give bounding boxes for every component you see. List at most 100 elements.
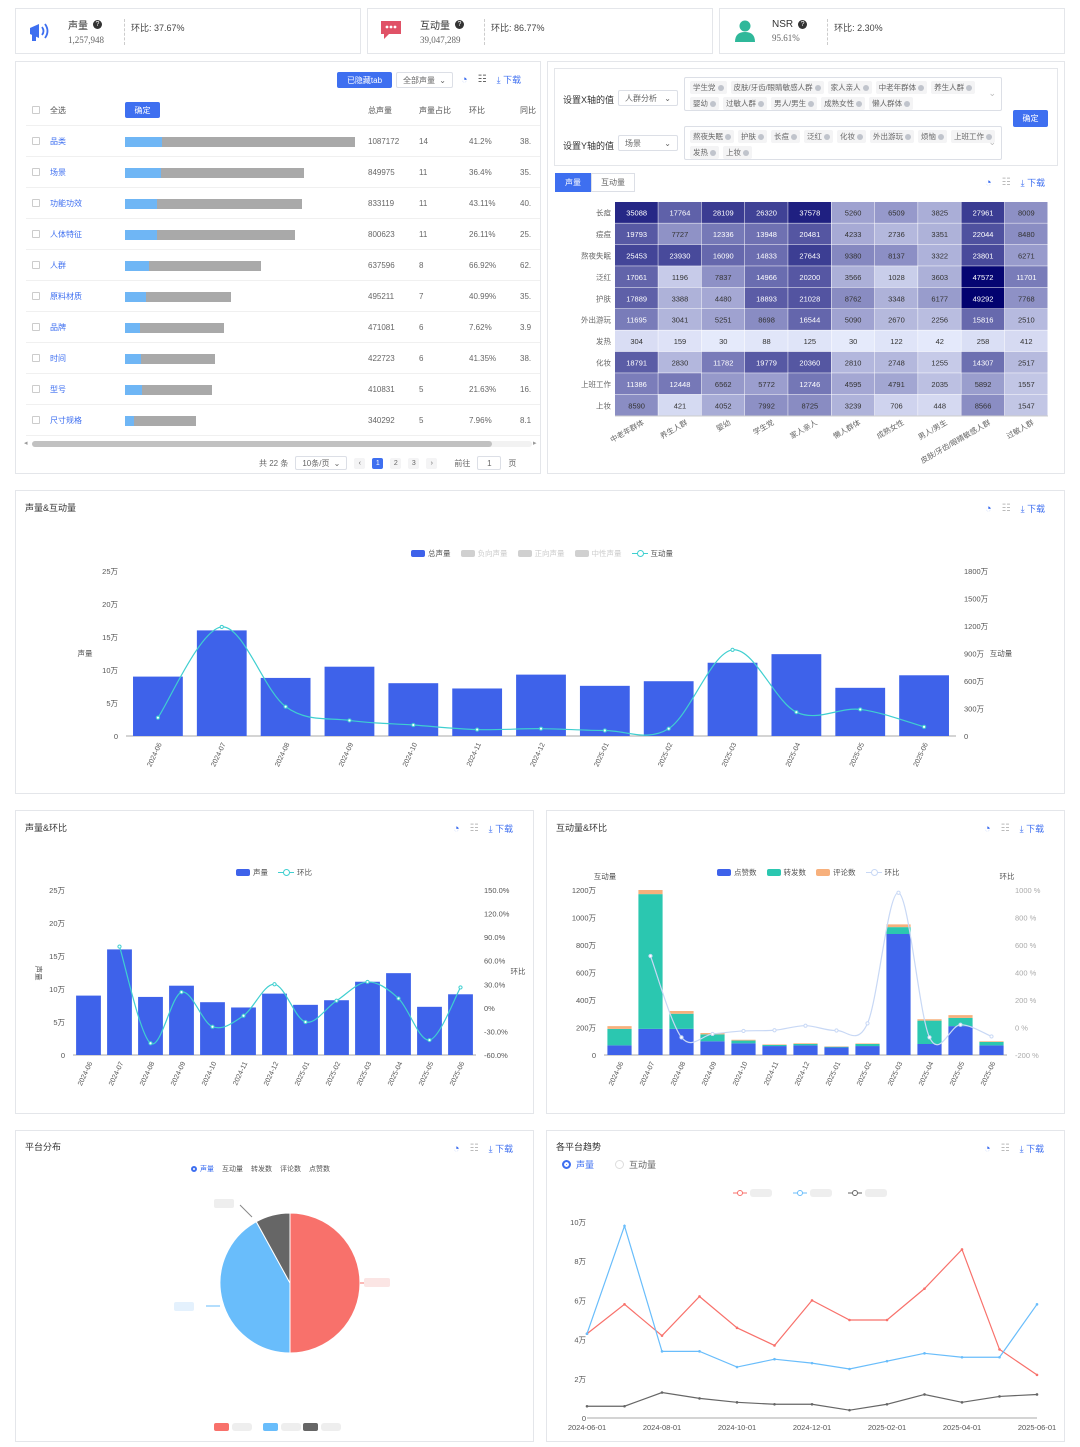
selected-tag[interactable]: 男人/男生 — [771, 97, 818, 110]
table-view-icon[interactable]: ☷ — [1001, 177, 1011, 188]
tab-voice[interactable]: 声量 — [555, 173, 591, 192]
selected-tag[interactable]: 家人亲人 — [827, 81, 872, 94]
tag-close-icon[interactable] — [758, 133, 764, 140]
tag-close-icon[interactable] — [808, 100, 815, 107]
row-checkbox[interactable] — [32, 261, 40, 269]
tag-close-icon[interactable] — [856, 100, 863, 107]
row-name-link[interactable]: 人体特征 — [50, 229, 82, 239]
legend-item[interactable]: 总声量 — [411, 548, 451, 559]
tag-close-icon[interactable] — [938, 133, 944, 140]
tag-close-icon[interactable] — [717, 84, 724, 91]
selected-tag[interactable]: 外出游玩 — [870, 130, 914, 143]
y-axis-select[interactable]: 场景 ⌄ — [618, 135, 678, 151]
table-view-icon[interactable]: ☷ — [1001, 503, 1011, 514]
column-header[interactable]: 环比 — [469, 105, 485, 115]
column-header[interactable]: 总声量 — [368, 105, 392, 115]
legend-item[interactable]: 负向声量 — [460, 548, 508, 559]
confirm-button[interactable]: 确定 — [125, 102, 160, 118]
page-button[interactable]: 1 — [372, 457, 384, 469]
select-all-checkbox[interactable] — [32, 106, 40, 114]
pie-chart-icon[interactable]: ◔ — [985, 502, 992, 515]
page-size-select[interactable]: 10条/页 ⌄ — [295, 456, 348, 470]
pie-chart-icon[interactable]: ◔ — [984, 822, 991, 835]
metric-radio-forward[interactable]: 转发数 — [251, 1164, 272, 1174]
trend-radio-voice[interactable]: 声量 — [562, 1158, 594, 1171]
row-name-link[interactable]: 时间 — [50, 353, 66, 363]
help-icon[interactable]: ? — [455, 20, 464, 29]
download-button[interactable]: ⤓ 下载 — [1020, 822, 1045, 835]
selected-tag[interactable]: 中老年群体 — [875, 81, 928, 94]
column-settings-icon[interactable]: ☷ — [477, 74, 487, 85]
row-name-link[interactable]: 功能功效 — [50, 198, 82, 208]
row-checkbox[interactable] — [32, 416, 40, 424]
tag-close-icon[interactable] — [862, 84, 869, 91]
row-name-link[interactable]: 型号 — [50, 384, 66, 394]
selected-tag[interactable]: 烦恼 — [918, 130, 947, 143]
page-button[interactable]: 2 — [390, 457, 402, 469]
table-view-icon[interactable]: ☷ — [1000, 1143, 1010, 1154]
selected-tag[interactable]: 婴幼 — [690, 97, 719, 110]
tag-close-icon[interactable] — [791, 133, 797, 140]
y-axis-tag-select[interactable]: 熬夜失眠 护肤 长痘 泛红 化妆 外出游玩 烦恼 上班工作 发热 上妆 ⌄ — [684, 126, 1002, 160]
table-view-icon[interactable]: ☷ — [469, 1143, 479, 1154]
selected-tag[interactable]: 上妆 — [723, 146, 752, 159]
selected-tag[interactable]: 皮肤/牙齿/眼睛敏感人群 — [730, 81, 824, 94]
tag-close-icon[interactable] — [918, 84, 925, 91]
goto-page-input[interactable]: 1 — [477, 456, 502, 470]
x-axis-select[interactable]: 人群分析 ⌄ — [618, 90, 678, 106]
row-checkbox[interactable] — [32, 137, 40, 145]
row-checkbox[interactable] — [32, 385, 40, 393]
download-button[interactable]: ⤓ 下载 — [1020, 1142, 1045, 1155]
row-name-link[interactable]: 场景 — [50, 167, 66, 177]
download-button[interactable]: ⤓ 下载 — [1021, 502, 1046, 515]
legend-item[interactable]: 评论数 — [816, 867, 856, 878]
download-button[interactable]: ⤓ 下载 — [489, 1142, 514, 1155]
download-button[interactable]: ⤓ 下载 — [1021, 176, 1046, 189]
column-header[interactable]: 声量占比 — [419, 105, 451, 115]
legend-item[interactable]: 点赞数 — [717, 867, 757, 878]
metric-radio-interaction[interactable]: 互动量 — [222, 1164, 243, 1174]
selected-tag[interactable]: 懒人群体 — [869, 97, 914, 110]
metric-radio-comment[interactable]: 评论数 — [280, 1164, 301, 1174]
help-icon[interactable]: ? — [798, 20, 808, 29]
row-checkbox[interactable] — [32, 168, 40, 176]
page-button[interactable]: 3 — [408, 457, 420, 469]
pie-chart-icon[interactable]: ◔ — [453, 822, 460, 835]
pie-chart-icon[interactable]: ◔ — [453, 1142, 460, 1155]
selected-tag[interactable]: 养生人群 — [931, 81, 976, 94]
legend-item[interactable]: 声量 — [236, 867, 268, 878]
next-page-button[interactable]: › — [426, 457, 438, 469]
download-button[interactable]: ⤓ 下载 — [489, 822, 514, 835]
selected-tag[interactable]: 化妆 — [837, 130, 866, 143]
selected-tag[interactable]: 成熟女性 — [821, 97, 866, 110]
legend-item[interactable]: 环比 — [278, 867, 312, 878]
row-name-link[interactable]: 原料材质 — [50, 291, 82, 301]
tag-close-icon[interactable] — [905, 133, 911, 140]
tag-close-icon[interactable] — [710, 100, 716, 107]
scroll-right-icon[interactable]: ▸ — [533, 440, 537, 447]
row-checkbox[interactable] — [32, 292, 40, 300]
row-checkbox[interactable] — [32, 354, 40, 362]
row-checkbox[interactable] — [32, 199, 40, 207]
tag-close-icon[interactable] — [758, 100, 764, 107]
row-name-link[interactable]: 品牌 — [50, 322, 66, 332]
legend-item[interactable]: 环比 — [865, 867, 900, 878]
tab-interaction[interactable]: 互动量 — [591, 173, 635, 192]
metric-radio-voice[interactable]: 声量 — [191, 1164, 214, 1174]
voice-filter-select[interactable]: 全部声量 ⌄ — [396, 72, 453, 88]
metric-radio-like[interactable]: 点赞数 — [309, 1164, 330, 1174]
legend-item[interactable]: 互动量 — [631, 548, 673, 559]
confirm-button[interactable]: 确定 — [1013, 110, 1048, 127]
row-name-link[interactable]: 品类 — [50, 136, 66, 146]
tag-close-icon[interactable] — [986, 133, 992, 140]
pie-chart-icon[interactable]: ◔ — [984, 1142, 991, 1155]
tag-close-icon[interactable] — [814, 84, 821, 91]
pie-chart-icon[interactable]: ◔ — [985, 176, 992, 189]
table-view-icon[interactable]: ☷ — [469, 823, 479, 834]
selected-tag[interactable]: 学生党 — [690, 81, 727, 94]
x-axis-tag-select[interactable]: 学生党 皮肤/牙齿/眼睛敏感人群 家人亲人 中老年群体 养生人群 婴幼 过敏人群 男人/男生 成… — [684, 77, 1002, 111]
tag-close-icon[interactable] — [710, 149, 716, 156]
tag-close-icon[interactable] — [743, 149, 749, 156]
row-checkbox[interactable] — [32, 230, 40, 238]
hidden-tab-button[interactable]: 已隐藏tab — [337, 72, 392, 88]
